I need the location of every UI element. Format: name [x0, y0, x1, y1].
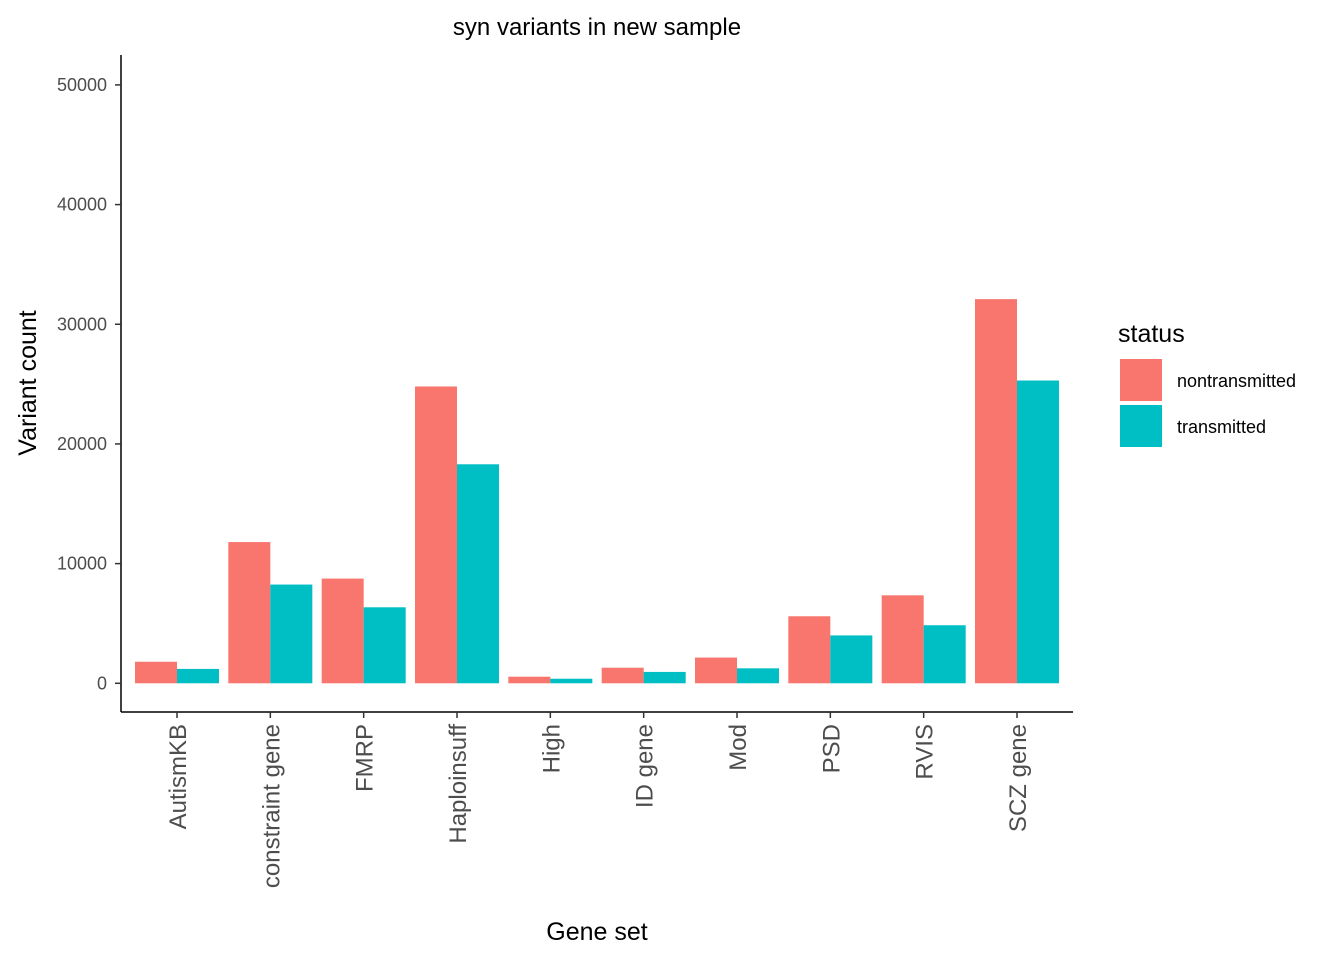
- y-tick-label-5: 50000: [57, 75, 107, 95]
- x-tick-label-1: constraint gene: [258, 724, 285, 888]
- bar-nontransmitted-7: [788, 616, 831, 684]
- x-tick-label-5: ID gene: [632, 724, 659, 808]
- legend: status nontransmitted transmitted: [1118, 320, 1296, 447]
- y-tick-label-3: 30000: [57, 314, 107, 334]
- x-tick-label-4: High: [538, 724, 565, 773]
- bar-transmitted-1: [270, 584, 313, 684]
- y-tick-label-2: 20000: [57, 434, 107, 454]
- bar-nontransmitted-9: [975, 299, 1017, 684]
- y-tick-label-0: 0: [97, 673, 107, 693]
- legend-title: status: [1118, 320, 1185, 348]
- bar-nontransmitted-1: [228, 542, 271, 684]
- x-axis-title: Gene set: [546, 918, 648, 946]
- bar-nontransmitted-6: [695, 657, 737, 684]
- bar-transmitted-2: [363, 607, 406, 684]
- y-tick-label-4: 40000: [57, 195, 107, 215]
- x-axis-ticks: AutismKB constraint gene FMRP Haploinsuff Hi…: [165, 712, 1032, 888]
- x-tick-label-7: PSD: [818, 724, 845, 773]
- x-tick-label-9: SCZ gene: [1005, 724, 1032, 832]
- x-tick-label-0: AutismKB: [165, 724, 192, 829]
- bar-transmitted-0: [177, 668, 219, 684]
- bar-transmitted-7: [830, 635, 873, 684]
- bar-transmitted-9: [1017, 380, 1059, 684]
- bar-nontransmitted-4: [508, 676, 551, 684]
- bar-nontransmitted-2: [321, 578, 364, 684]
- legend-key-nontransmitted: [1120, 359, 1162, 401]
- legend-label-transmitted: transmitted: [1177, 417, 1266, 437]
- legend-key-transmitted: [1120, 405, 1162, 447]
- x-tick-label-8: RVIS: [912, 724, 939, 780]
- bar-transmitted-8: [923, 625, 966, 684]
- x-tick-label-3: Haploinsuff: [445, 724, 472, 844]
- bar-nontransmitted-8: [881, 595, 924, 684]
- bar-transmitted-6: [737, 668, 779, 684]
- bar-nontransmitted-3: [415, 386, 457, 684]
- y-tick-label-1: 10000: [57, 554, 107, 574]
- bar-transmitted-3: [457, 464, 499, 684]
- bar-transmitted-5: [643, 671, 686, 684]
- legend-label-nontransmitted: nontransmitted: [1177, 371, 1296, 391]
- chart-title: syn variants in new sample: [453, 14, 741, 41]
- x-tick-label-2: FMRP: [352, 724, 379, 792]
- bar-nontransmitted-0: [135, 661, 177, 684]
- bar-nontransmitted-5: [601, 667, 644, 684]
- y-axis-title: Variant count: [14, 310, 42, 456]
- bars-layer: [135, 299, 1059, 684]
- bar-transmitted-4: [550, 678, 593, 684]
- y-axis-ticks: 0 10000 20000 30000 40000 50000: [57, 75, 121, 693]
- x-tick-label-6: Mod: [725, 724, 752, 771]
